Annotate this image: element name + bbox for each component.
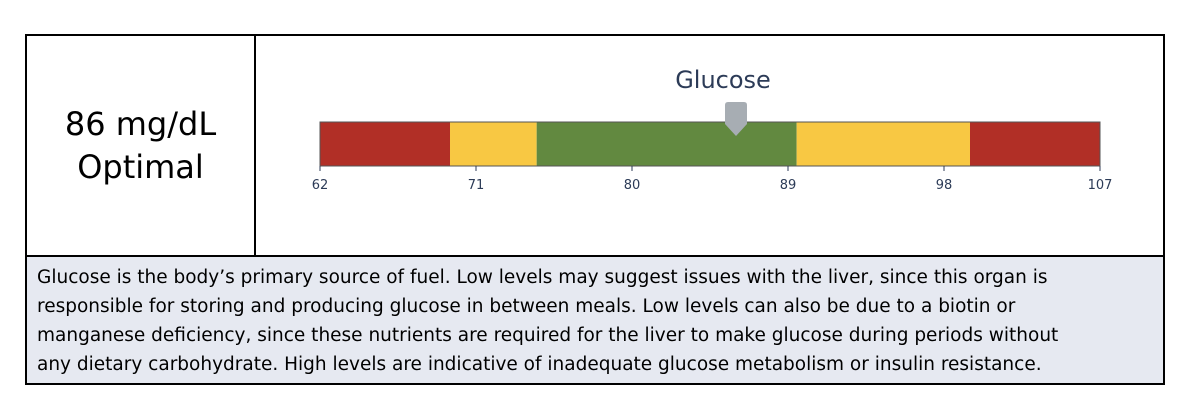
axis-ticks: 62 71 80 89 98 107: [312, 166, 1113, 193]
result-value: 86 mg/dL: [64, 104, 217, 143]
range-band-2: [450, 122, 537, 166]
tick-label: 107: [1088, 178, 1113, 193]
glucose-report-card: 86 mg/dL Optimal Glucose 62 71 80 89 98 107 G…: [25, 34, 1165, 385]
range-bands: [320, 122, 1100, 166]
result-row: 86 mg/dL Optimal Glucose 62 71 80 89 98 107: [27, 36, 1163, 257]
chart-title: Glucose: [675, 66, 771, 94]
value-marker: [725, 102, 747, 136]
description-line: Glucose is the body’s primary source of …: [37, 267, 1048, 288]
tick-label: 71: [468, 178, 485, 193]
tick-label: 89: [780, 178, 797, 193]
description-panel: Glucose is the body’s primary source of …: [27, 257, 1163, 383]
tick-label: 80: [624, 178, 641, 193]
result-cell: 86 mg/dL Optimal: [27, 36, 256, 255]
range-band-4: [796, 122, 970, 166]
description-line: responsible for storing and producing gl…: [37, 296, 1016, 317]
range-band-3: [536, 122, 797, 166]
description-line: any dietary carbohydrate. High levels ar…: [37, 354, 1042, 375]
range-chart-cell: Glucose 62 71 80 89 98 107: [256, 36, 1163, 255]
glucose-range-chart: Glucose 62 71 80 89 98 107: [312, 66, 1113, 193]
range-band-5: [970, 122, 1100, 166]
value-marker-pointer: [725, 102, 747, 136]
range-band-1: [320, 122, 450, 166]
tick-label: 98: [936, 178, 953, 193]
description-line: manganese deficiency, since these nutrie…: [37, 325, 1059, 346]
tick-label: 62: [312, 178, 329, 193]
range-bar-outline: [319, 121, 1101, 167]
result-status: Optimal: [77, 147, 204, 186]
